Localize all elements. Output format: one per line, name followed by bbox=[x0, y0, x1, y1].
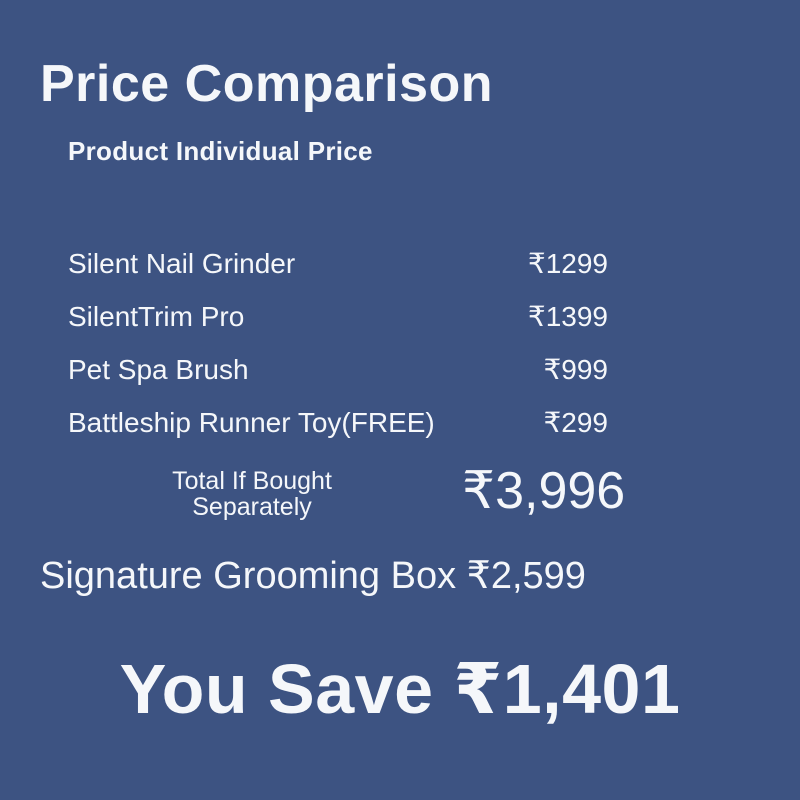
bundle-line: Signature Grooming Box ₹2,599 bbox=[40, 553, 586, 598]
product-price: ₹299 bbox=[543, 407, 608, 438]
total-label-line2: Separately bbox=[192, 493, 312, 521]
section-subtitle: Product Individual Price bbox=[68, 136, 373, 166]
product-name: Pet Spa Brush bbox=[68, 353, 249, 385]
product-name: SilentTrim Pro bbox=[68, 300, 245, 332]
product-price: ₹1299 bbox=[527, 248, 608, 279]
product-row: Battleship Runner Toy(FREE) ₹299 bbox=[68, 396, 608, 449]
product-price: ₹999 bbox=[543, 354, 608, 385]
bundle-label: Signature Grooming Box bbox=[40, 555, 457, 597]
total-label-line1: Total If Bought bbox=[172, 467, 332, 495]
product-price: ₹1399 bbox=[527, 301, 608, 332]
bundle-price: ₹2,599 bbox=[466, 555, 586, 597]
savings-label: You Save bbox=[119, 650, 434, 728]
product-row: SilentTrim Pro ₹1399 bbox=[68, 290, 608, 343]
product-list: Silent Nail Grinder ₹1299 SilentTrim Pro… bbox=[68, 237, 608, 449]
savings-amount: ₹1,401 bbox=[453, 650, 681, 728]
product-row: Silent Nail Grinder ₹1299 bbox=[68, 237, 608, 290]
product-name: Silent Nail Grinder bbox=[68, 247, 296, 279]
total-value: ₹3,996 bbox=[462, 462, 626, 520]
product-row: Pet Spa Brush ₹999 bbox=[68, 343, 608, 396]
total-label: Total If Bought Separately bbox=[132, 468, 372, 520]
savings-line: You Save ₹1,401 bbox=[0, 648, 800, 730]
page-title: Price Comparison bbox=[40, 55, 494, 113]
product-name: Battleship Runner Toy(FREE) bbox=[68, 406, 435, 438]
